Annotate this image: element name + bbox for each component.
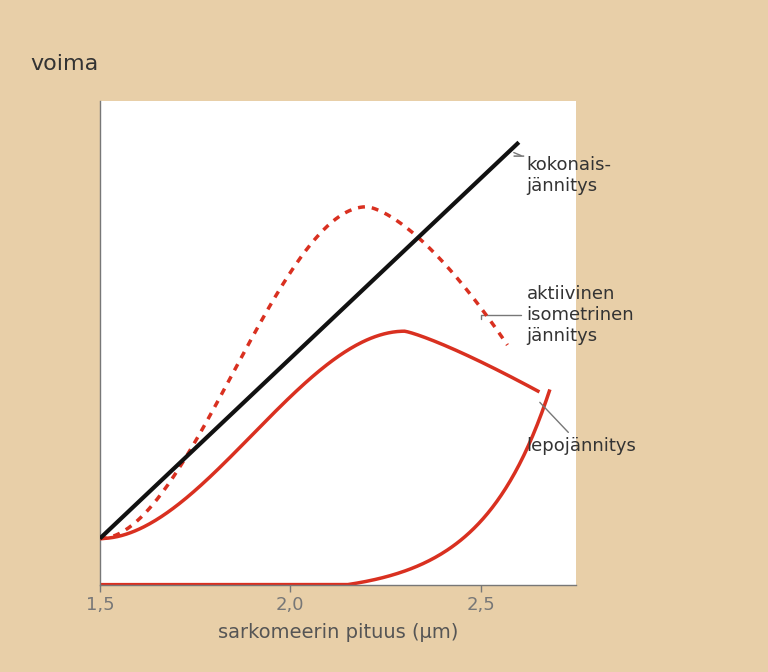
- Text: voima: voima: [31, 54, 99, 74]
- Text: kokonais-
jännitys: kokonais- jännitys: [514, 153, 611, 195]
- Text: lepojännitys: lepojännitys: [527, 403, 637, 455]
- X-axis label: sarkomeerin pituus (μm): sarkomeerin pituus (μm): [218, 623, 458, 642]
- Text: aktiivinen
isometrinen
jännitys: aktiivinen isometrinen jännitys: [481, 285, 634, 345]
